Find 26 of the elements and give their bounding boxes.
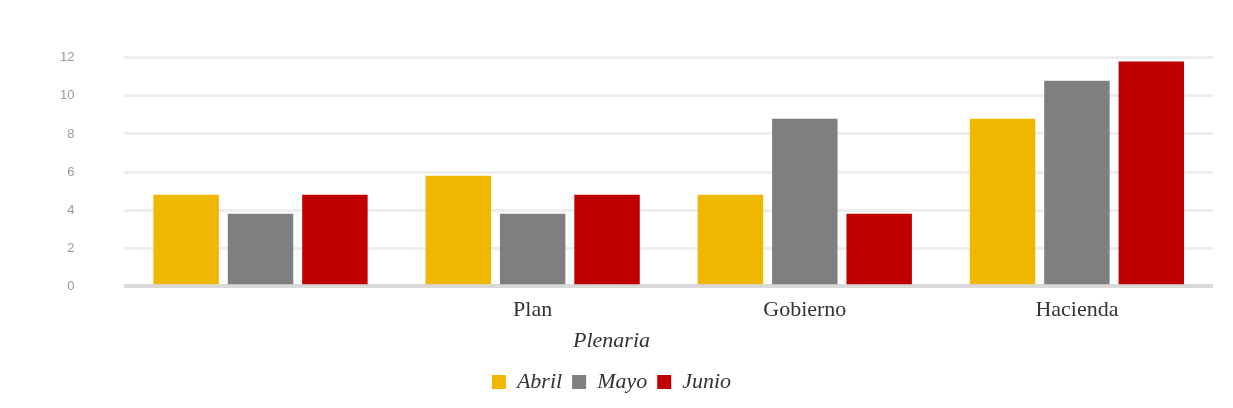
x-tick-label: Plan (513, 296, 553, 322)
bar (1044, 80, 1110, 285)
y-tick-label: 0 (67, 277, 75, 293)
y-tick-label: 2 (67, 239, 75, 255)
bar (153, 194, 219, 285)
y-tick-label: 4 (67, 201, 75, 217)
bar (697, 194, 764, 285)
x-tick-label: Hacienda (1035, 296, 1119, 322)
legend-title: Plenaria (572, 327, 650, 353)
bar (499, 213, 566, 285)
bar (574, 194, 640, 285)
legend-label: Mayo (596, 367, 648, 393)
legend-label: Abril (514, 367, 563, 393)
bar (846, 213, 912, 285)
bar (425, 175, 492, 285)
y-tick-label: 12 (59, 49, 75, 65)
bar (969, 118, 1036, 285)
y-tick-label: 8 (67, 125, 75, 141)
bar (1118, 61, 1185, 285)
legend-label: Junio (682, 367, 732, 393)
y-tick-label: 10 (59, 87, 75, 103)
bar (772, 118, 838, 285)
y-tick-label: 6 (67, 163, 75, 179)
x-tick-label: Gobierno (763, 296, 847, 322)
bar (302, 194, 368, 285)
bar (227, 213, 294, 285)
